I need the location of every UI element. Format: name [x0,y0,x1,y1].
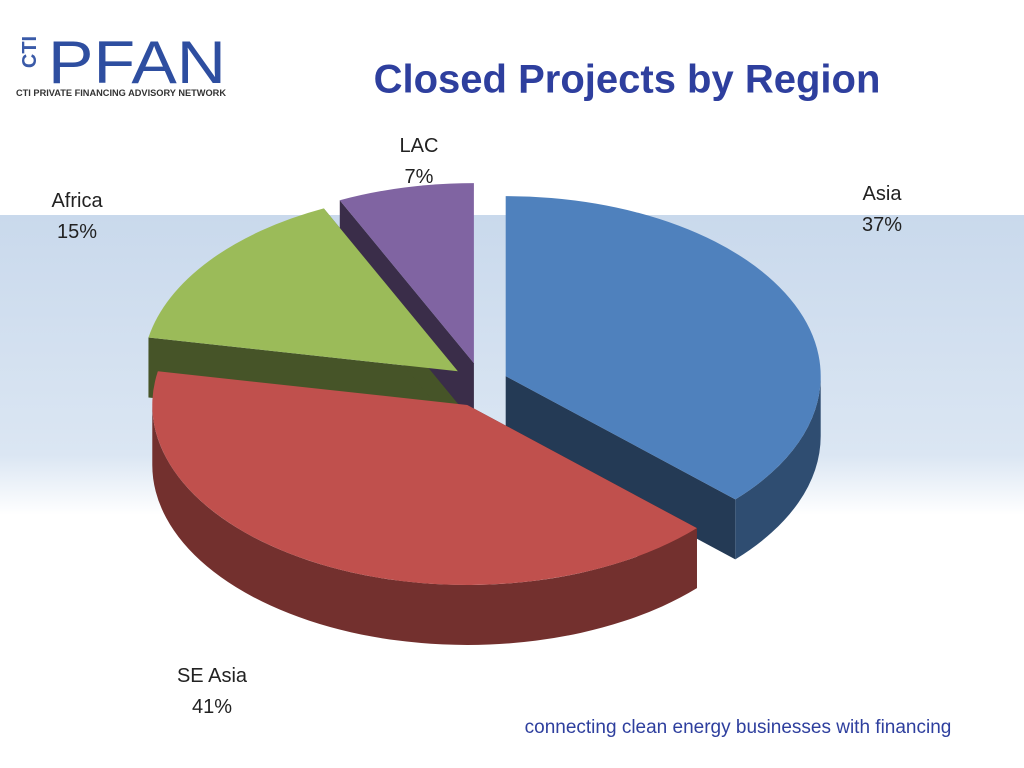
slice-category-label: Asia [863,183,903,205]
logo: CTI PFAN CTI PRIVATE FINANCING ADVISORY … [16,29,227,98]
slice-side [152,404,697,645]
logo-tagline: CTI PRIVATE FINANCING ADVISORY NETWORK [16,88,227,98]
slice-side [735,376,821,560]
chart-title: Closed Projects by Region [374,58,881,102]
slice-category-label: LAC [400,135,439,157]
logo-mark: CTI [19,36,41,68]
slice-value-label: 7% [405,166,434,188]
slice-value-label: 37% [862,214,902,236]
pie-slice [339,183,474,364]
slice-category-label: SE Asia [177,665,248,687]
pie-slice [505,196,821,500]
slice-value-label: 15% [57,221,97,243]
logo-name: PFAN [48,29,226,96]
slice-side [505,376,736,560]
slice-category-label: Africa [51,190,103,212]
pie-slice [152,371,697,585]
pie-chart [148,183,821,645]
footer: connecting clean energy businesses with … [525,717,952,738]
pie-slice [148,208,458,372]
slice-value-label: 41% [192,696,232,718]
